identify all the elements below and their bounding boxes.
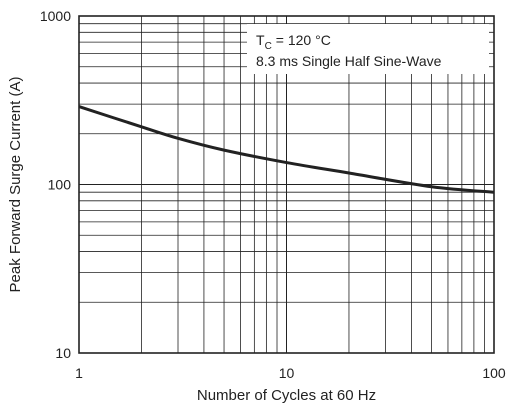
x-tick-label: 10	[279, 365, 295, 381]
annotation-tc-line: TC = 120 °C	[256, 32, 331, 52]
annotation-waveform: 8.3 ms Single Half Sine-Wave	[256, 53, 442, 69]
x-tick-label: 100	[482, 365, 506, 381]
y-tick-label: 100	[48, 177, 72, 193]
annotation-background	[247, 24, 489, 74]
tc-symbol: T	[256, 32, 265, 48]
series-line	[78, 105, 495, 194]
tc-subscript: C	[265, 41, 272, 52]
tc-value: = 120 °C	[276, 32, 331, 48]
x-axis-label: Number of Cycles at 60 Hz	[197, 387, 376, 404]
series-layer	[78, 105, 495, 194]
annotation-box: TC = 120 °C 8.3 ms Single Half Sine-Wave	[247, 24, 489, 74]
y-tick-label: 1000	[40, 8, 71, 24]
y-tick-label: 10	[55, 345, 71, 361]
plot-frame	[78, 15, 495, 354]
y-axis-label: Peak Forward Surge Current (A)	[7, 77, 24, 293]
x-tick-label: 1	[75, 365, 83, 381]
